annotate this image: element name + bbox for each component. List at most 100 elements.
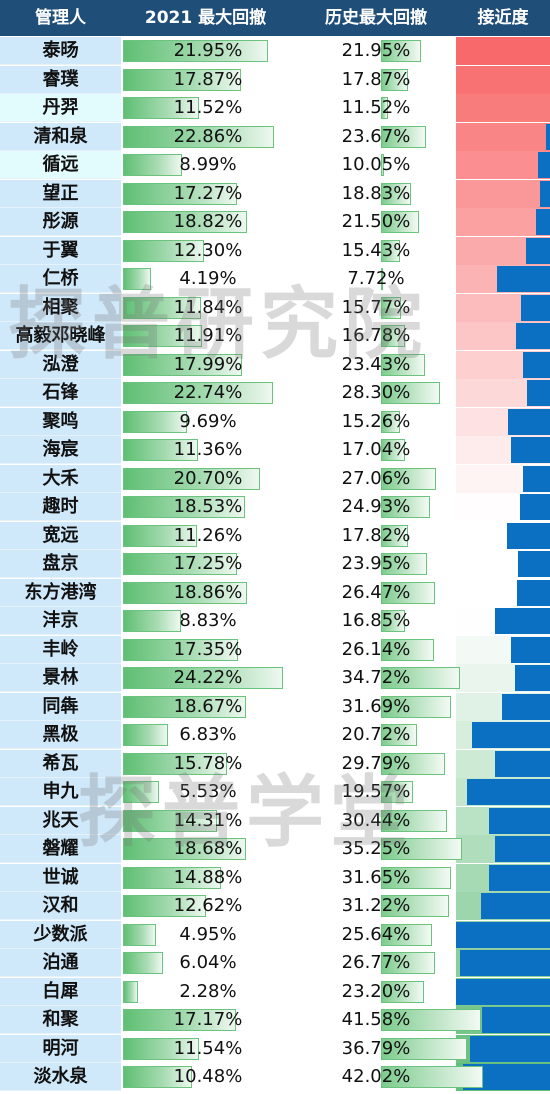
proximity-bar	[470, 1036, 550, 1062]
manager-cell: 睿璞	[0, 66, 121, 94]
manager-cell: 丰岭	[0, 636, 121, 664]
value-dd2021: 17.25%	[173, 553, 243, 574]
proximity-cell	[456, 465, 550, 493]
manager-name: 东方港湾	[24, 582, 97, 603]
bar-dd2021	[123, 924, 156, 946]
proximity-bar	[502, 694, 550, 720]
proximity-cell	[456, 294, 550, 322]
bar-dd2021	[123, 240, 205, 262]
bar-ddhist	[381, 154, 384, 176]
manager-cell: 申九	[0, 778, 121, 806]
bar-dd2021	[123, 411, 187, 433]
table-row: 循远 8.99% 10.05%	[0, 151, 550, 179]
value-ddhist: 15.77%	[341, 297, 411, 318]
bar-ddhist	[381, 924, 432, 946]
proximity-cell	[456, 978, 550, 1006]
proximity-bar	[518, 551, 550, 577]
value-ddhist: 27.06%	[341, 468, 411, 489]
value-ddhist: 23.95%	[341, 553, 411, 574]
manager-name: 希瓦	[42, 753, 79, 774]
value-ddhist: 29.79%	[341, 753, 411, 774]
manager-cell: 仁桥	[0, 265, 121, 293]
bar-ddhist	[381, 667, 461, 689]
proximity-bar	[516, 323, 550, 349]
value-ddhist: 28.30%	[341, 382, 411, 403]
bar-dd2021	[123, 154, 183, 176]
value-dd2021: 17.27%	[173, 183, 243, 204]
bar-dd2021	[123, 667, 283, 689]
value-ddhist: 19.57%	[341, 781, 411, 802]
manager-name: 景林	[42, 667, 79, 688]
proximity-bar	[456, 979, 550, 1005]
proximity-cell	[456, 579, 550, 607]
proximity-cell	[456, 66, 550, 94]
table-row: 泊通 6.04% 26.77%	[0, 949, 550, 977]
value-dd2021: 15.78%	[173, 753, 243, 774]
bar-ddhist	[381, 838, 462, 860]
bar-dd2021	[123, 268, 151, 290]
bar-ddhist	[381, 297, 402, 319]
table-row: 清和泉 22.86% 23.67%	[0, 123, 550, 151]
value-dd2021: 11.26%	[173, 525, 243, 546]
proximity-cell	[456, 151, 550, 179]
value-ddhist: 25.64%	[341, 924, 411, 945]
manager-name: 黑极	[42, 724, 79, 745]
value-ddhist: 42.02%	[341, 1066, 411, 1087]
value-dd2021: 14.31%	[173, 810, 243, 831]
proximity-bar	[482, 1007, 550, 1033]
value-ddhist: 36.79%	[341, 1038, 411, 1059]
bar-dd2021	[123, 610, 182, 632]
manager-cell: 泊通	[0, 949, 121, 977]
proximity-cell	[456, 1035, 550, 1063]
value-ddhist: 7.72%	[347, 268, 405, 289]
value-dd2021: 11.84%	[173, 297, 243, 318]
proximity-cell	[456, 664, 550, 692]
header-ddhist: 历史最大回撤	[325, 8, 427, 28]
proximity-bar	[511, 637, 550, 663]
bar-dd2021	[123, 325, 202, 347]
value-dd2021: 18.67%	[173, 696, 243, 717]
manager-cell: 少数派	[0, 921, 121, 949]
table-row: 黑极 6.83% 20.72%	[0, 721, 550, 749]
bar-ddhist	[381, 354, 426, 376]
bar-dd2021	[123, 952, 163, 974]
bar-ddhist	[381, 268, 383, 290]
table-row: 丹羿 11.52% 11.52%	[0, 94, 550, 122]
proximity-cell	[456, 607, 550, 635]
proximity-bar	[526, 238, 550, 264]
bar-dd2021	[123, 126, 274, 148]
manager-cell: 汉和	[0, 892, 121, 920]
proximity-cell	[456, 721, 550, 749]
proximity-column	[456, 37, 550, 1094]
proximity-cell	[456, 408, 550, 436]
manager-cell: 丹羿	[0, 94, 121, 122]
manager-name: 于翼	[42, 240, 79, 261]
table-row: 沣京 8.83% 16.85%	[0, 607, 550, 635]
value-ddhist: 23.20%	[341, 981, 411, 1002]
proximity-bar	[538, 152, 550, 178]
proximity-cell	[456, 550, 550, 578]
bar-dd2021	[123, 582, 248, 604]
bar-dd2021	[123, 183, 237, 205]
value-dd2021: 5.53%	[179, 781, 237, 802]
table-row: 睿璞 17.87% 17.87%	[0, 66, 550, 94]
bar-ddhist	[381, 468, 437, 490]
bar-dd2021	[123, 1066, 193, 1088]
proximity-cell	[456, 351, 550, 379]
table-row: 淡水泉 10.48% 42.02%	[0, 1063, 550, 1091]
bar-ddhist	[381, 240, 401, 262]
manager-name: 同犇	[42, 696, 79, 717]
manager-name: 清和泉	[33, 126, 88, 147]
manager-cell: 黑极	[0, 721, 121, 749]
manager-name: 兆天	[42, 810, 79, 831]
manager-name: 聚鸣	[42, 411, 79, 432]
proximity-cell	[456, 693, 550, 721]
value-dd2021: 12.30%	[173, 240, 243, 261]
proximity-cell	[456, 436, 550, 464]
value-ddhist: 21.50%	[341, 211, 411, 232]
manager-name: 海宸	[42, 439, 79, 460]
bar-dd2021	[123, 40, 268, 62]
bar-ddhist	[381, 1066, 483, 1088]
value-ddhist: 26.47%	[341, 582, 411, 603]
value-ddhist: 11.52%	[341, 97, 411, 118]
